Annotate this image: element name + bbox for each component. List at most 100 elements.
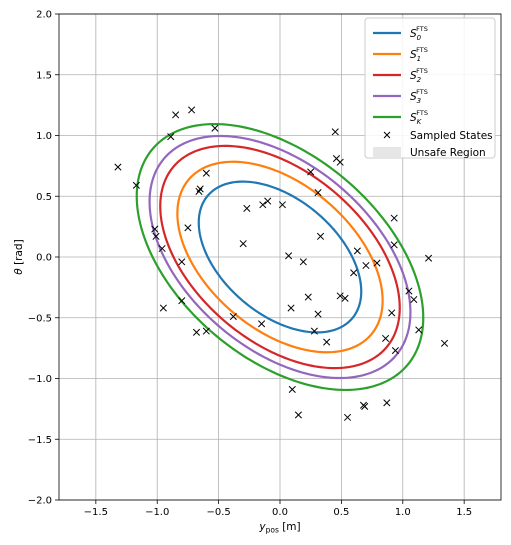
sampled-state-point [341,294,349,302]
sampled-state-point [388,309,396,317]
sampled-state-point [159,304,167,312]
sampled-state-point [192,328,201,336]
sampled-state-point [361,402,369,410]
legend-label: SKFTS [410,109,428,126]
sampled-state-point [382,334,390,342]
sampled-state-point [196,185,204,193]
sampled-state-point [304,293,312,301]
sampled-state-point [316,232,325,240]
sampled-state-point [239,240,247,248]
sampled-state-point [264,197,272,205]
sampled-state-point [405,287,413,295]
x-tick-label: 1.5 [456,507,472,518]
sampled-state-point [287,304,295,312]
ellipse-layer [135,122,425,392]
x-tick-label: 0.0 [272,507,288,518]
sampled-state-point [391,347,399,355]
legend: S0FTS S1FTS S2FTS S3FTS SKFTS Sampled States U… [364,17,496,159]
sampled-state-point [415,326,423,334]
sampled-state-point [158,244,166,253]
legend-entry-1: S1FTS [373,46,428,63]
sampled-state-point [178,258,186,266]
legend-entry-0: S0FTS [373,25,428,42]
sampled-state-point [202,327,210,335]
x-tick-label: −1.5 [84,507,108,518]
sampled-state-point [152,232,160,240]
sampled-state-point [229,312,237,321]
y-axis-label-symbol: θ [13,268,25,275]
legend-items: S0FTS S1FTS S2FTS S3FTS SKFTS Sampled States U… [373,25,493,159]
sampled-state-point [243,204,251,212]
y-tick-label: −1.5 [28,435,52,446]
sampled-state-point [373,259,381,267]
sampled-state-point [202,169,210,177]
sampled-state-point [167,133,175,141]
sampled-state-point [294,411,302,419]
y-tick-label: −1.0 [28,374,52,385]
sampled-state-point [258,320,266,328]
sampled-state-point [331,128,339,136]
x-ticks: −1.5 −1.0 −0.5 0.0 0.5 1.0 1.5 [84,500,472,518]
y-axis-label: θ [rad] [13,239,25,274]
legend-entry-sampled: Sampled States [383,130,493,142]
x-axis-label-unit: [m] [279,521,301,533]
level-set-1 [176,160,384,354]
legend-marker [383,131,391,139]
sampled-state-point [299,258,307,266]
legend-label: Unsafe Region [410,147,486,159]
sampled-state-point [440,339,449,347]
legend-label: Sampled States [410,130,493,142]
x-axis-label-sub: pos [266,526,279,535]
y-tick-label: 1.0 [36,131,52,142]
sampled-state-point [172,111,180,119]
sampled-state-point [336,292,344,300]
level-set-4 [135,122,425,392]
level-set-2 [159,144,401,370]
sampled-state-point [314,310,322,318]
x-tick-label: 1.0 [395,507,411,518]
legend-entry-2: S2FTS [373,67,428,84]
sampled-state-point [259,201,267,209]
sampled-state-point [178,297,186,305]
sampled-state-point [278,201,287,209]
sampled-state-point [114,163,122,171]
y-tick-label: 0.5 [36,192,52,203]
sampled-state-point [288,385,296,393]
level-set-0 [197,180,363,334]
sampled-state-point [132,181,140,189]
legend-entry-4: SKFTS [373,109,428,126]
sampled-state-point [343,413,352,421]
sampled-state-point [410,295,418,304]
sampled-state-point [353,247,361,255]
sampled-state-point [184,224,192,232]
y-tick-label: 2.0 [36,10,52,21]
sampled-state-point [350,269,358,277]
legend-label: S0FTS [410,25,428,42]
y-tick-label: 0.0 [36,253,52,264]
sampled-state-point [314,189,322,197]
y-tick-label: −0.5 [28,313,52,324]
y-axis-label-unit: [rad] [13,239,25,268]
x-tick-label: 0.5 [333,507,349,518]
sampled-state-point [323,338,331,346]
sampled-state-point [390,214,398,222]
legend-label: S3FTS [410,88,428,105]
sampled-state-point [390,241,398,249]
sampled-state-point [425,254,433,262]
legend-entry-3: S3FTS [373,88,428,105]
legend-entry-unsafe: Unsafe Region [373,147,486,159]
sampled-state-point [211,124,219,132]
sampled-state-point [383,399,391,407]
sampled-state-point [151,225,159,233]
x-tick-label: −0.5 [206,507,230,518]
sampled-state-point [188,106,196,114]
y-tick-label: −2.0 [28,496,52,507]
sampled-state-point [307,168,315,176]
sampled-state-point [285,252,293,260]
x-tick-label: −1.0 [145,507,169,518]
sampled-state-point [336,158,344,166]
y-ticks: −2.0 −1.5 −1.0 −0.5 0.0 0.5 1.0 1.5 2.0 [28,10,59,507]
legend-label: S1FTS [410,46,428,63]
sampled-state-point [362,261,370,270]
